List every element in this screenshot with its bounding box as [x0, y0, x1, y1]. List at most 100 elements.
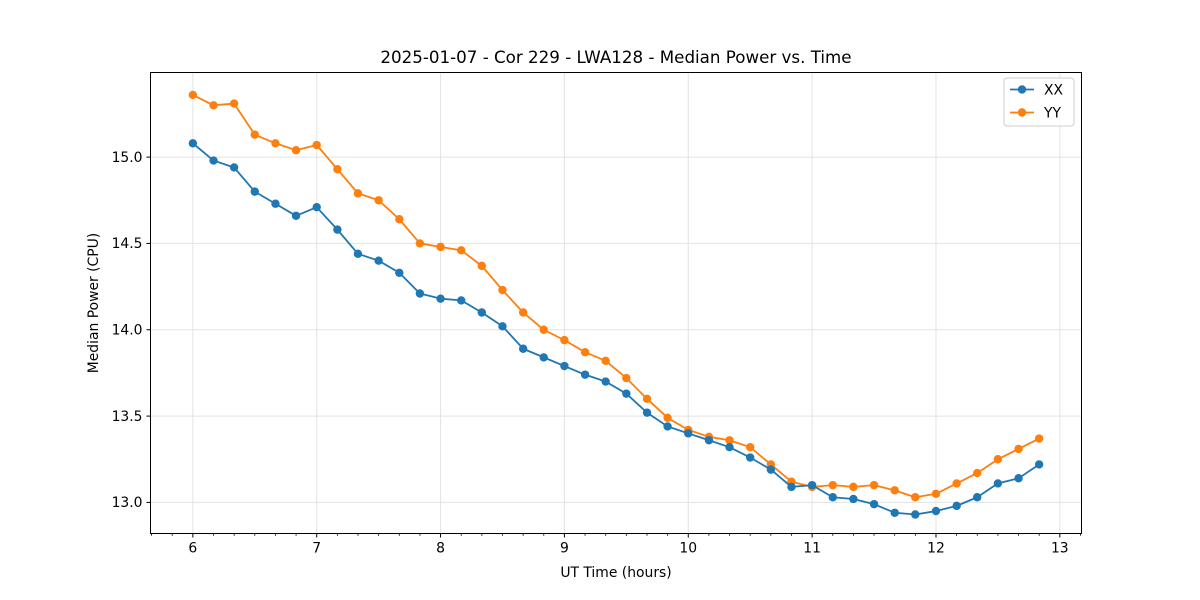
series-YY-marker — [374, 196, 383, 205]
y-axis-label: Median Power (CPU) — [86, 233, 102, 373]
series-XX-marker — [291, 211, 301, 221]
series-YY-marker — [477, 261, 487, 271]
series-XX-marker — [477, 308, 487, 317]
series-XX-marker — [890, 508, 899, 517]
series-YY-marker — [333, 164, 342, 174]
plot-border — [150, 72, 1082, 534]
series-XX-marker — [395, 268, 404, 277]
series-XX-marker — [725, 442, 734, 452]
series-YY-marker — [539, 325, 548, 334]
series-XX-marker — [415, 289, 425, 298]
x-tick-label: 9 — [560, 541, 569, 557]
series-XX-marker — [188, 139, 198, 148]
x-axis-label: UT Time (hours) — [560, 565, 671, 581]
series-YY-marker — [890, 486, 899, 495]
series-YY-marker — [642, 394, 652, 404]
series-XX-marker — [333, 225, 342, 234]
series-YY-marker — [580, 348, 590, 357]
legend-label: XX — [1044, 82, 1064, 98]
series-YY-marker — [518, 308, 528, 317]
series-YY-marker — [291, 145, 301, 155]
series-YY-marker — [931, 489, 941, 498]
series-YY-marker — [622, 373, 631, 383]
series-XX-marker — [229, 163, 239, 172]
series-XX-marker — [704, 436, 714, 445]
series-YY-marker — [560, 335, 569, 345]
series-XX-marker — [1014, 474, 1023, 483]
legend-label: YY — [1043, 105, 1061, 121]
series-XX-marker — [312, 202, 321, 212]
series-XX-marker — [560, 361, 569, 371]
series-YY-marker — [436, 242, 445, 252]
series-YY-marker — [993, 455, 1003, 464]
series-YY-marker — [395, 215, 404, 224]
series-YY-marker — [415, 239, 425, 248]
x-tick-label: 7 — [312, 541, 321, 557]
series-YY-marker — [229, 99, 239, 108]
series-XX-marker — [436, 294, 445, 303]
x-tick-label: 11 — [803, 541, 821, 557]
series-XX-marker — [973, 493, 982, 502]
series-XX-marker — [580, 370, 590, 379]
series-XX-marker — [271, 199, 280, 208]
y-tick-label: 15.0 — [112, 150, 143, 166]
y-tick-label: 14.5 — [112, 236, 143, 252]
series-YY-marker — [828, 480, 838, 490]
series-YY-marker — [498, 285, 507, 295]
series-YY-marker — [952, 479, 961, 488]
series-XX-marker — [766, 465, 776, 474]
series-XX-line — [191, 142, 1041, 516]
series-XX-marker — [622, 389, 631, 398]
series-YY-marker — [271, 139, 280, 148]
series-YY-marker — [663, 413, 672, 423]
series-XX-marker — [828, 493, 838, 502]
legend-marker-sample — [1017, 85, 1027, 94]
series-YY-marker — [973, 468, 982, 478]
series-XX-marker — [353, 249, 363, 258]
series-XX-marker — [498, 322, 507, 331]
series-XX-marker — [518, 344, 528, 353]
x-tick-label: 10 — [679, 541, 697, 557]
series-YY-marker — [849, 482, 858, 492]
series-XX-marker — [993, 479, 1003, 488]
series-layer — [188, 90, 1044, 519]
series-XX-marker — [250, 187, 259, 196]
series-YY-marker — [250, 130, 259, 139]
series-XX-marker — [911, 510, 920, 519]
series-XX-marker — [663, 422, 672, 431]
legend-box — [1003, 77, 1075, 127]
series-YY-marker — [457, 246, 466, 255]
series-YY-marker — [188, 90, 198, 100]
series-YY-marker — [1014, 444, 1023, 454]
y-tick-label: 14.0 — [112, 323, 143, 339]
series-XX-marker — [539, 353, 548, 362]
legend: XX YY — [1003, 77, 1075, 127]
series-YY-marker — [209, 101, 218, 110]
series-XX-marker — [684, 429, 693, 438]
series-XX-marker — [1034, 460, 1044, 469]
series-XX-marker — [642, 408, 652, 417]
series-YY-line — [191, 94, 1041, 499]
axes-spines — [150, 72, 1082, 534]
series-XX-marker — [374, 256, 383, 265]
x-tick-label: 13 — [1051, 541, 1069, 557]
y-tick-label: 13.0 — [112, 495, 143, 511]
x-tick-label: 12 — [927, 541, 945, 557]
series-XX-marker — [209, 156, 218, 165]
series-YY-marker — [745, 442, 755, 452]
legend-marker-sample — [1017, 108, 1027, 117]
series-XX-marker — [787, 482, 796, 492]
series-XX-marker — [849, 494, 858, 504]
series-XX-marker — [807, 480, 817, 490]
series-XX-marker — [601, 377, 610, 386]
series-XX-marker — [745, 453, 755, 462]
series-YY-marker — [869, 480, 879, 490]
series-XX-marker — [952, 501, 961, 511]
x-tick-label: 6 — [188, 541, 197, 557]
series-YY-marker — [911, 493, 920, 502]
series-YY-marker — [312, 140, 321, 150]
y-tick-label: 13.5 — [112, 409, 143, 425]
x-tick-label: 8 — [436, 541, 445, 557]
